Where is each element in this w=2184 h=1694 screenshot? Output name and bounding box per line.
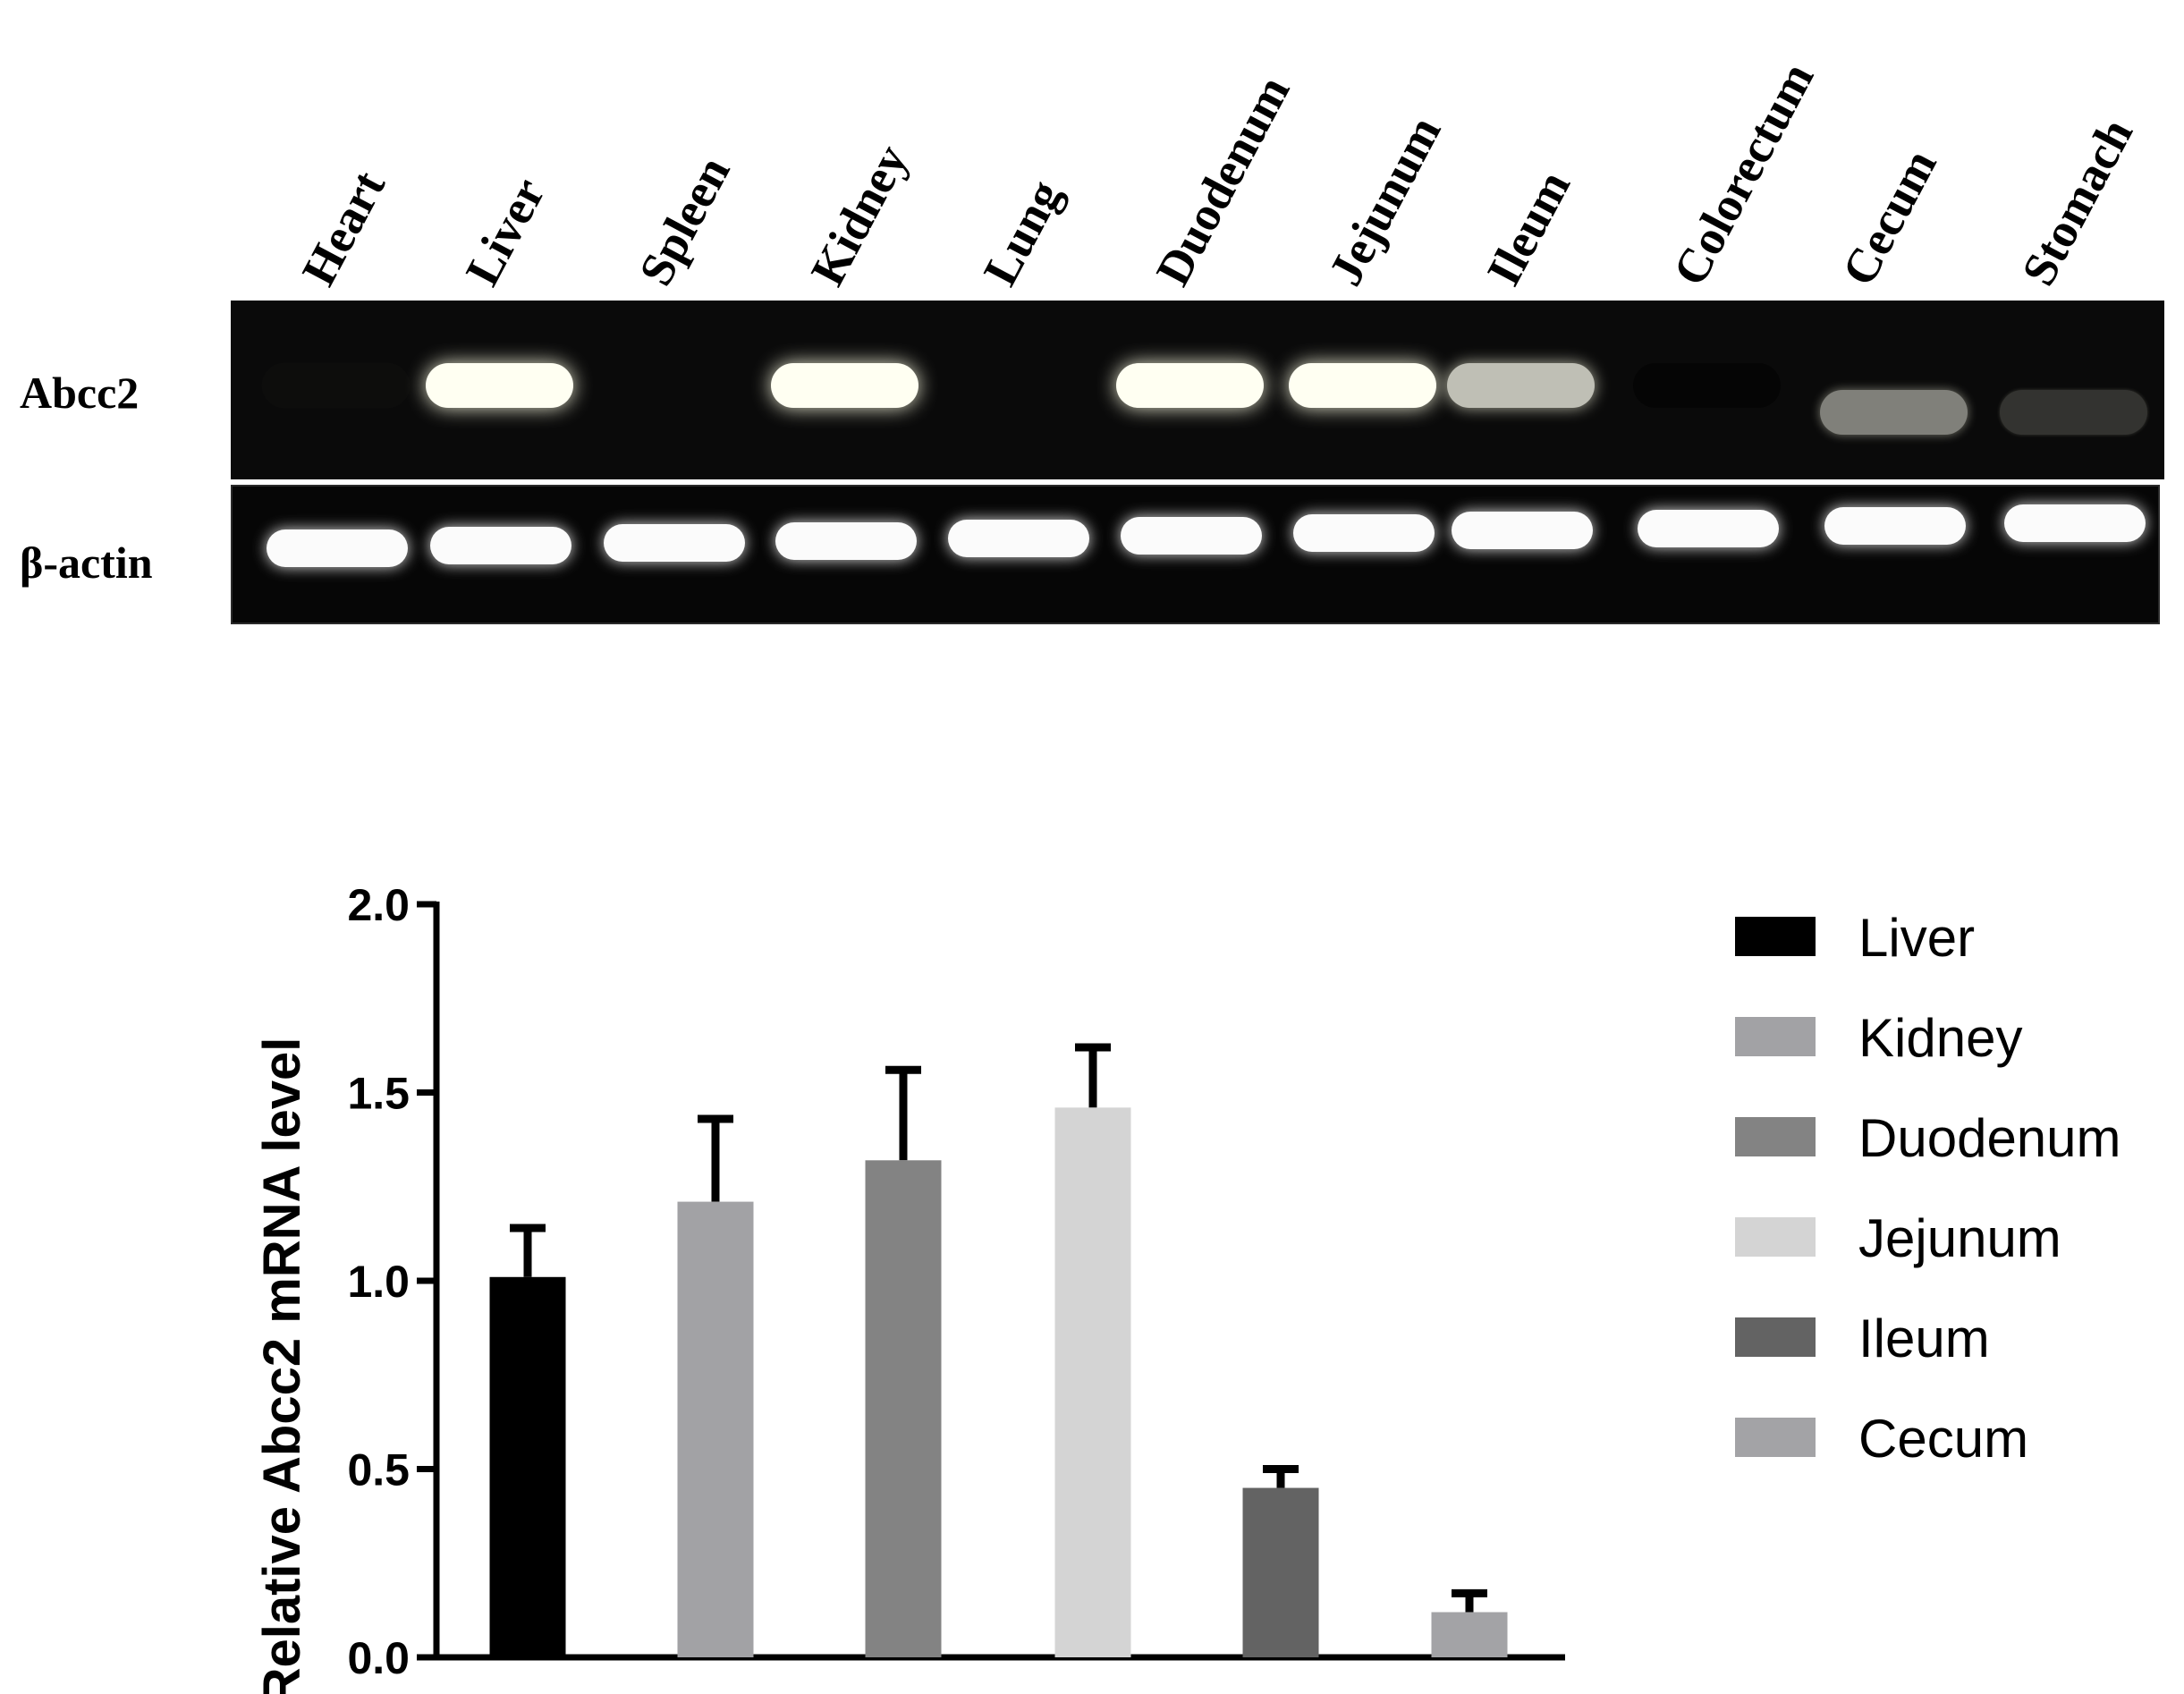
bar-duodenum bbox=[865, 1160, 942, 1657]
gel-lane-label: Lung bbox=[972, 171, 1072, 294]
gel-lane-label: Colorectum bbox=[1662, 54, 1824, 294]
abcc2-band bbox=[1288, 363, 1436, 408]
actin-band bbox=[1121, 517, 1262, 555]
gel-row-label-actin: β-actin bbox=[20, 538, 153, 588]
abcc2-band bbox=[770, 363, 918, 408]
gel-lane-label: Spleen bbox=[628, 148, 741, 294]
gel-lane-label: Jejunum bbox=[1317, 107, 1452, 294]
bar-chart: Relative Abcc2 mRNA level 0.0 0.5 1.0 1.5 2.… bbox=[253, 880, 2121, 1694]
abcc2-band bbox=[1446, 363, 1595, 408]
actin-band bbox=[948, 520, 1089, 557]
abcc2-band bbox=[1819, 390, 1968, 435]
gel-lane-label: Liver bbox=[454, 169, 555, 294]
legend-label-ileum: Ileum bbox=[1858, 1309, 1990, 1368]
bar-liver bbox=[489, 1276, 566, 1657]
legend-swatch-kidney bbox=[1735, 1017, 1816, 1056]
gel-row-label-abcc2: Abcc2 bbox=[20, 368, 140, 418]
legend-swatch-liver bbox=[1735, 917, 1816, 956]
legend: Liver Kidney Duodenum Jejunum Ileum Cecum bbox=[1735, 908, 2121, 1469]
abcc2-band bbox=[1999, 390, 2147, 435]
actin-band bbox=[1293, 514, 1435, 552]
actin-band bbox=[604, 524, 745, 562]
actin-band bbox=[1638, 510, 1779, 547]
gel-strip-actin bbox=[231, 485, 2160, 624]
gel-lane-label: Cecum bbox=[1831, 140, 1947, 294]
gel-lane-label: Stomach bbox=[2010, 109, 2144, 294]
gel-lane-label: Ileum bbox=[1476, 162, 1581, 294]
legend-label-jejunum: Jejunum bbox=[1858, 1208, 2061, 1268]
legend-label-duodenum: Duodenum bbox=[1858, 1108, 2121, 1168]
actin-band bbox=[1452, 512, 1593, 549]
gel-strip-abcc2 bbox=[231, 301, 2164, 479]
bar-kidney bbox=[677, 1201, 754, 1657]
legend-label-cecum: Cecum bbox=[1858, 1409, 2028, 1469]
y-axis: 0.0 0.5 1.0 1.5 2.0 bbox=[347, 880, 1565, 1683]
y-axis-label: Relative Abcc2 mRNA level bbox=[253, 1038, 311, 1694]
y-tick-label: 0.5 bbox=[347, 1445, 410, 1495]
legend-swatch-ileum bbox=[1735, 1317, 1816, 1357]
bars bbox=[489, 1043, 1508, 1657]
actin-band bbox=[1824, 507, 1966, 545]
abcc2-band bbox=[261, 363, 410, 408]
gel-panel: Heart Liver Spleen Kidney Lung Duodenum Jejunu… bbox=[0, 0, 2184, 644]
y-tick-label: 1.5 bbox=[347, 1069, 410, 1119]
bar-ileum bbox=[1242, 1487, 1319, 1657]
gel-lane-label: Kidney bbox=[800, 136, 918, 294]
legend-swatch-cecum bbox=[1735, 1418, 1816, 1457]
legend-swatch-duodenum bbox=[1735, 1117, 1816, 1156]
gel-lane-label: Duodenum bbox=[1145, 67, 1300, 294]
abcc2-band bbox=[1632, 363, 1781, 408]
legend-swatch-jejunum bbox=[1735, 1217, 1816, 1257]
actin-band bbox=[267, 529, 408, 567]
legend-label-liver: Liver bbox=[1858, 908, 1975, 968]
actin-band bbox=[430, 527, 571, 564]
abcc2-band bbox=[425, 363, 573, 408]
y-tick-label: 0.0 bbox=[347, 1633, 410, 1683]
bar-jejunum bbox=[1054, 1107, 1131, 1657]
abcc2-band bbox=[1115, 363, 1264, 408]
bar-cecum bbox=[1431, 1612, 1508, 1657]
legend-label-kidney: Kidney bbox=[1858, 1008, 2022, 1068]
y-tick-label: 1.0 bbox=[347, 1257, 410, 1307]
actin-band bbox=[2004, 504, 2146, 542]
actin-band bbox=[775, 522, 917, 560]
gel-lane-label: Heart bbox=[291, 162, 396, 294]
y-tick-label: 2.0 bbox=[347, 880, 410, 930]
